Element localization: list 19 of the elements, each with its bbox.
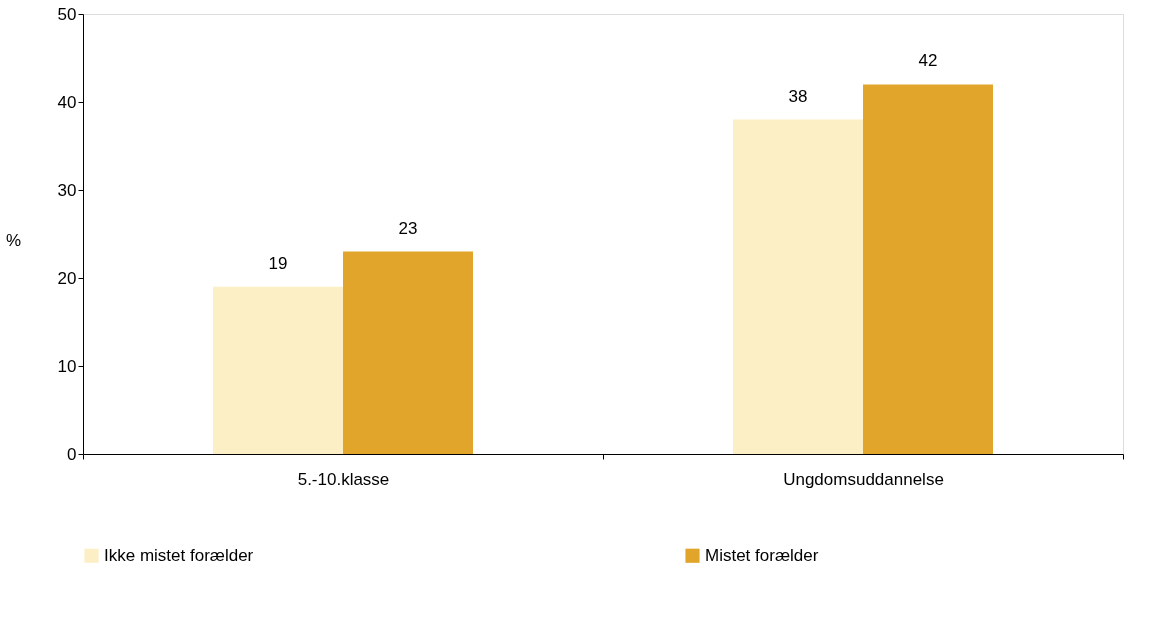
y-tick-label: 10 — [57, 356, 77, 376]
y-tick-label: 30 — [57, 180, 77, 200]
y-axis-title: % — [5, 230, 22, 250]
x-tick-label: Ungdomsuddannelse — [783, 469, 944, 489]
y-tick-label: 50 — [57, 4, 77, 24]
data-label: 19 — [268, 253, 288, 273]
data-label: 38 — [788, 86, 808, 106]
bar — [213, 286, 343, 454]
data-label: 42 — [918, 51, 938, 71]
bar — [863, 84, 993, 454]
y-tick-label: 40 — [57, 92, 77, 112]
y-tick-label: 20 — [57, 268, 77, 288]
x-tick-label: 5.-10.klasse — [297, 469, 390, 489]
legend-label: Mistet forælder — [705, 545, 819, 565]
bar — [343, 251, 473, 454]
bar — [733, 119, 863, 454]
y-tick-label: 0 — [67, 444, 77, 464]
data-label: 23 — [398, 218, 418, 238]
legend-label: Ikke mistet forælder — [104, 545, 254, 565]
